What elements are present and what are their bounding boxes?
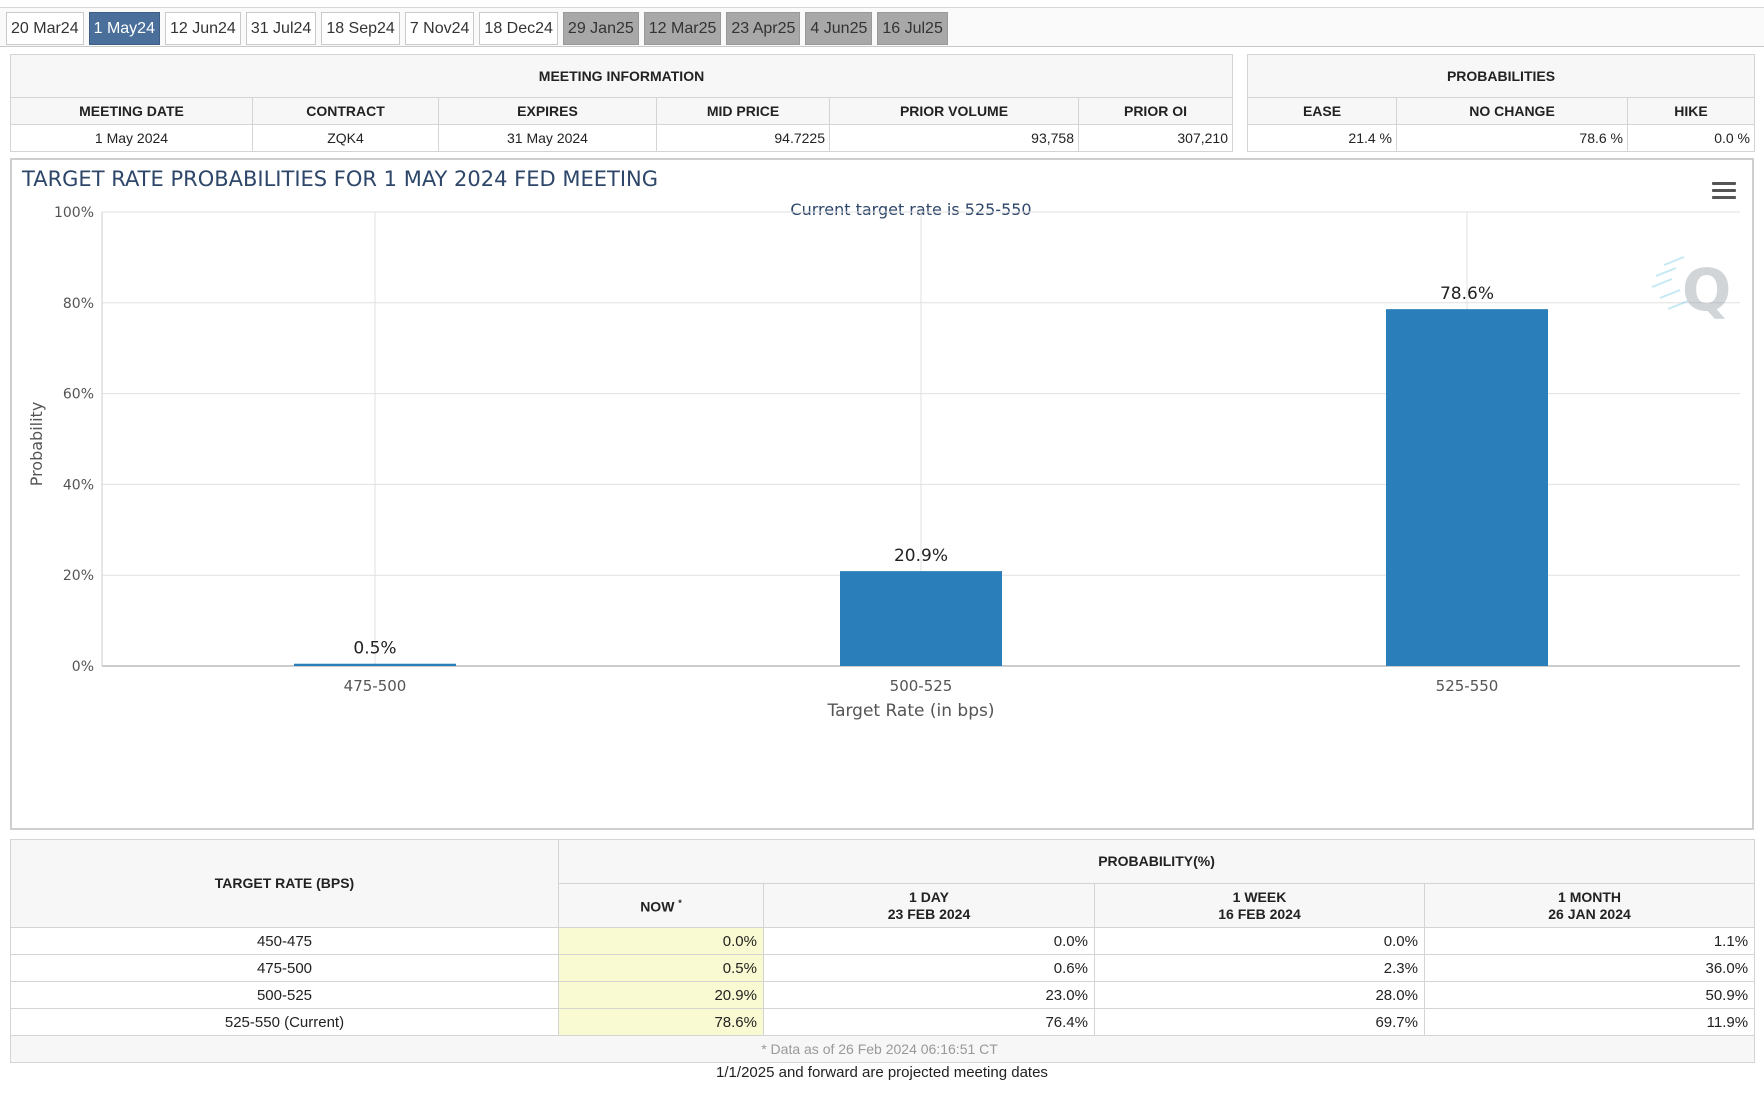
- month-cell: 1.1%: [1423, 927, 1756, 955]
- prior-volume-value: 93,758: [829, 124, 1079, 152]
- tab-meeting-11[interactable]: 16 Jul25: [877, 12, 948, 45]
- y-tick-label: 60%: [63, 387, 94, 403]
- tab-meeting-2[interactable]: 12 Jun24: [164, 12, 241, 45]
- hamburger-menu-icon[interactable]: [1712, 182, 1736, 200]
- header-1-day: 1 DAY 23 FEB 2024: [763, 883, 1095, 928]
- y-tick-label: 100%: [54, 205, 94, 221]
- tab-meeting-6[interactable]: 18 Dec24: [479, 12, 558, 45]
- day-cell: 0.6%: [763, 954, 1095, 982]
- meeting-tab-bar: 20 Mar24 1 May24 12 Jun24 31 Jul24 18 Sep24 7…: [0, 7, 1764, 47]
- header-hike: HIKE: [1627, 97, 1755, 125]
- target-rate-chart-panel: TARGET RATE PROBABILITIES FOR 1 MAY 2024…: [10, 158, 1754, 830]
- week-cell: 2.3%: [1094, 954, 1425, 982]
- header-1-week: 1 WEEK 16 FEB 2024: [1094, 883, 1425, 928]
- header-prior-oi: PRIOR OI: [1078, 97, 1233, 125]
- y-axis-title: Probability: [27, 402, 46, 487]
- chart-title: TARGET RATE PROBABILITIES FOR 1 MAY 2024…: [21, 167, 658, 191]
- week-cell: 69.7%: [1094, 1008, 1425, 1036]
- y-tick-label: 20%: [63, 568, 94, 584]
- table-row: 500-525 20.9% 23.0% 28.0% 50.9%: [10, 981, 1756, 1009]
- header-prior-volume: PRIOR VOLUME: [829, 97, 1079, 125]
- bar-500-525: [840, 571, 1002, 666]
- tab-meeting-7[interactable]: 29 Jan25: [562, 12, 639, 45]
- quikstrike-q-logo: Q: [1651, 256, 1731, 324]
- data-label: 78.6%: [1440, 284, 1494, 304]
- no-change-value: 78.6 %: [1396, 124, 1628, 152]
- table-row: 525-550 (Current) 78.6% 76.4% 69.7% 11.9…: [10, 1008, 1756, 1036]
- now-cell: 78.6%: [558, 1008, 764, 1036]
- header-1-month: 1 MONTH 26 JAN 2024: [1423, 883, 1756, 928]
- expires-value: 31 May 2024: [438, 124, 657, 152]
- tab-meeting-10[interactable]: 4 Jun25: [805, 12, 873, 45]
- header-no-change: NO CHANGE: [1396, 97, 1628, 125]
- header-ease: EASE: [1247, 97, 1397, 125]
- header-target-rate: TARGET RATE (BPS): [10, 839, 559, 928]
- day-cell: 0.0%: [763, 927, 1095, 955]
- tab-meeting-9[interactable]: 23 Apr25: [726, 12, 801, 45]
- x-tick-label: 475-500: [344, 677, 407, 695]
- header-now: NOW *: [558, 883, 764, 928]
- header-contract: CONTRACT: [252, 97, 439, 125]
- now-cell: 0.5%: [558, 954, 764, 982]
- meeting-date-value: 1 May 2024: [10, 124, 253, 152]
- header-meeting-date: MEETING DATE: [10, 97, 253, 125]
- tab-meeting-1[interactable]: 1 May24: [88, 12, 160, 45]
- header-mid-price: MID PRICE: [656, 97, 830, 125]
- x-axis-title: Target Rate (in bps): [827, 701, 995, 721]
- now-cell: 0.0%: [558, 927, 764, 955]
- tab-meeting-3[interactable]: 31 Jul24: [245, 12, 317, 45]
- meeting-information-caption: MEETING INFORMATION: [10, 54, 1233, 98]
- day-cell: 23.0%: [763, 981, 1095, 1009]
- rate-cell: 500-525: [10, 981, 559, 1009]
- bar-475-500: [294, 663, 456, 666]
- table-row: 475-500 0.5% 0.6% 2.3% 36.0%: [10, 954, 1756, 982]
- meeting-tabs: 20 Mar24 1 May24 12 Jun24 31 Jul24 18 Sep24 7…: [6, 12, 948, 45]
- now-cell: 20.9%: [558, 981, 764, 1009]
- prior-oi-value: 307,210: [1078, 124, 1233, 152]
- hike-value: 0.0 %: [1627, 124, 1755, 152]
- tab-meeting-8[interactable]: 12 Mar25: [643, 12, 722, 45]
- x-tick-label: 500-525: [890, 677, 953, 695]
- month-cell: 36.0%: [1423, 954, 1756, 982]
- week-cell: 28.0%: [1094, 981, 1425, 1009]
- data-label: 20.9%: [894, 546, 948, 566]
- rate-cell: 525-550 (Current): [10, 1008, 559, 1036]
- bar-525-550: [1386, 309, 1548, 666]
- month-cell: 50.9%: [1423, 981, 1756, 1009]
- ease-value: 21.4 %: [1247, 124, 1397, 152]
- probability-history-table: TARGET RATE (BPS) PROBABILITY(%) NOW * 1…: [9, 839, 1756, 1063]
- week-cell: 0.0%: [1094, 927, 1425, 955]
- rate-cell: 475-500: [10, 954, 559, 982]
- tab-meeting-4[interactable]: 18 Sep24: [321, 12, 400, 45]
- chart-subtitle: Current target rate is 525-550: [790, 200, 1031, 219]
- month-cell: 11.9%: [1423, 1008, 1756, 1036]
- day-cell: 76.4%: [763, 1008, 1095, 1036]
- header-expires: EXPIRES: [438, 97, 657, 125]
- meeting-information-table: MEETING INFORMATION MEETING DATE CONTRAC…: [10, 54, 1233, 152]
- projected-dates-footnote: 1/1/2025 and forward are projected meeti…: [716, 1064, 1048, 1081]
- rate-cell: 450-475: [10, 927, 559, 955]
- tab-meeting-0[interactable]: 20 Mar24: [6, 12, 84, 45]
- probability-caption: PROBABILITY(%): [557, 839, 1756, 884]
- svg-text:Q: Q: [1682, 256, 1731, 324]
- contract-value: ZQK4: [252, 124, 439, 152]
- y-tick-label: 40%: [63, 477, 94, 493]
- target-rate-chart: TARGET RATE PROBABILITIES FOR 1 MAY 2024…: [21, 167, 1740, 721]
- probabilities-caption: PROBABILITIES: [1247, 54, 1755, 98]
- data-timestamp-note: * Data as of 26 Feb 2024 06:16:51 CT: [9, 1035, 1756, 1063]
- data-label: 0.5%: [353, 639, 396, 659]
- probabilities-table: PROBABILITIES EASE NO CHANGE HIKE 21.4 %…: [1247, 54, 1755, 152]
- tab-meeting-5[interactable]: 7 Nov24: [404, 12, 475, 45]
- x-tick-label: 525-550: [1436, 677, 1499, 695]
- y-tick-label: 0%: [72, 659, 94, 675]
- y-tick-label: 80%: [63, 296, 94, 312]
- table-row: 450-475 0.0% 0.0% 0.0% 1.1%: [10, 927, 1756, 955]
- mid-price-value: 94.7225: [656, 124, 830, 152]
